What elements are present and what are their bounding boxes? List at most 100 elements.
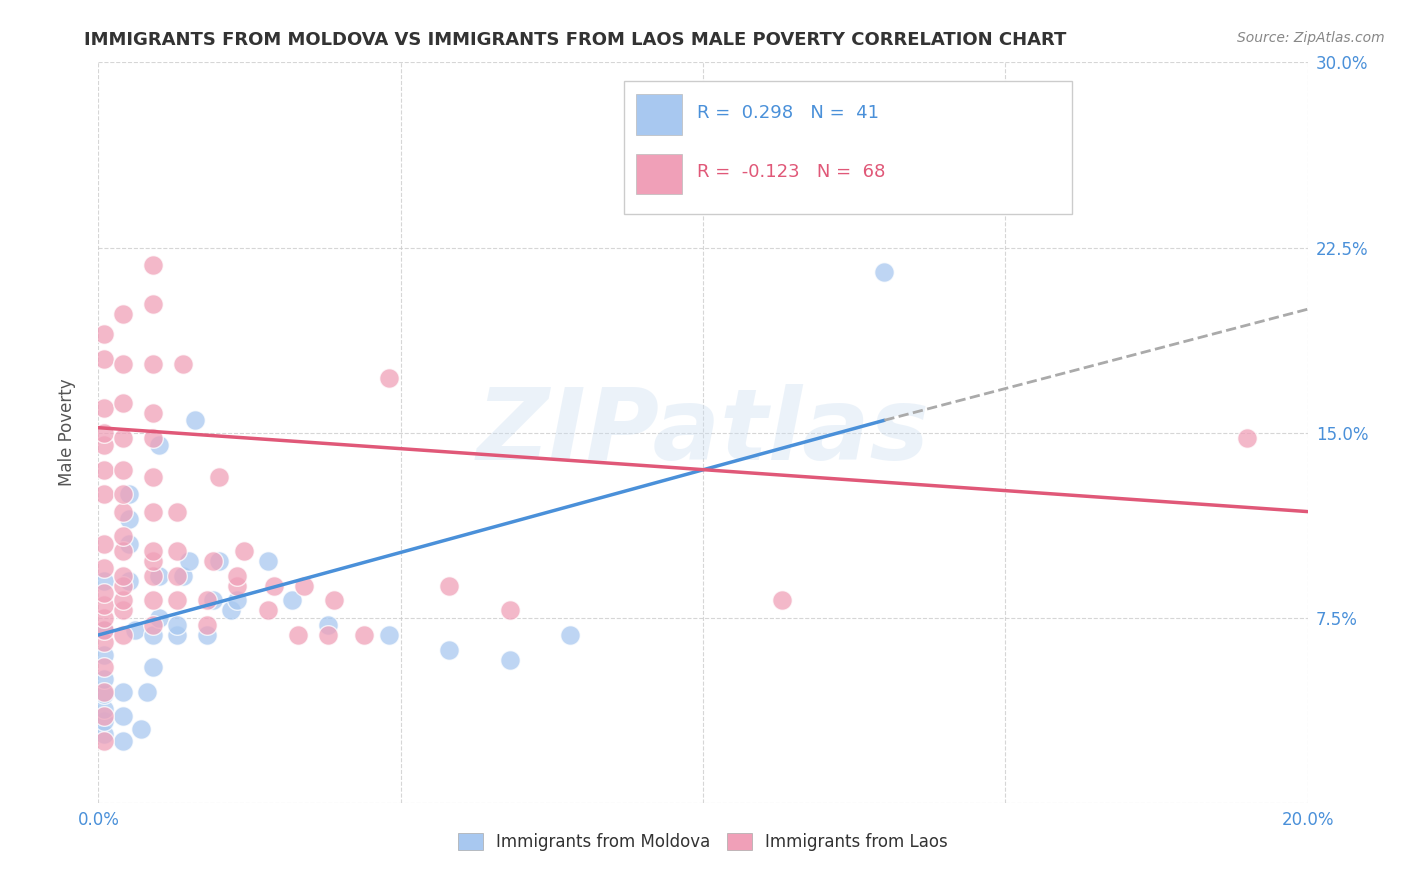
FancyBboxPatch shape (637, 95, 682, 135)
Point (208, 554, 231, 568)
Point (93, 462, 115, 476)
Point (226, 593, 249, 607)
Point (770, 593, 793, 607)
Point (142, 628, 165, 642)
Point (148, 438, 170, 452)
Point (118, 574, 141, 588)
Point (202, 593, 225, 607)
Point (263, 579, 285, 593)
Point (93, 438, 115, 452)
Point (142, 470, 165, 484)
Point (93, 687, 115, 701)
Point (232, 544, 254, 558)
Point (93, 536, 115, 550)
Point (118, 536, 141, 550)
Point (142, 554, 165, 568)
Point (377, 371, 399, 385)
Point (111, 734, 134, 748)
Point (256, 554, 278, 568)
FancyBboxPatch shape (624, 81, 1071, 214)
Point (111, 431, 134, 445)
Point (142, 258, 165, 272)
Point (93, 660, 115, 674)
Point (287, 628, 309, 642)
Text: ZIPatlas: ZIPatlas (477, 384, 929, 481)
Point (93, 734, 115, 748)
Text: Source: ZipAtlas.com: Source: ZipAtlas.com (1237, 31, 1385, 45)
Point (323, 593, 346, 607)
Point (93, 561, 115, 575)
Point (437, 642, 460, 657)
Point (292, 579, 315, 593)
Point (142, 660, 165, 674)
Point (93, 648, 115, 662)
Point (93, 623, 115, 637)
Point (93, 401, 115, 415)
Point (172, 357, 194, 371)
Point (135, 685, 157, 699)
Point (93, 326, 115, 341)
FancyBboxPatch shape (637, 153, 682, 194)
Point (166, 544, 188, 558)
Point (142, 544, 165, 558)
Point (111, 628, 134, 642)
Point (142, 297, 165, 311)
Text: R =  0.298   N =  41: R = 0.298 N = 41 (697, 103, 879, 122)
Point (93, 727, 115, 741)
Point (111, 685, 134, 699)
Point (166, 593, 188, 607)
Legend: Immigrants from Moldova, Immigrants from Laos: Immigrants from Moldova, Immigrants from… (451, 826, 955, 857)
Point (498, 603, 520, 617)
Point (118, 512, 141, 526)
Point (111, 593, 134, 607)
Point (166, 568, 188, 582)
Point (166, 628, 188, 642)
Point (142, 431, 165, 445)
Point (93, 574, 115, 588)
Point (111, 568, 134, 582)
Point (172, 568, 194, 582)
Point (142, 568, 165, 582)
Point (142, 618, 165, 632)
Text: IMMIGRANTS FROM MOLDOVA VS IMMIGRANTS FROM LAOS MALE POVERTY CORRELATION CHART: IMMIGRANTS FROM MOLDOVA VS IMMIGRANTS FR… (84, 31, 1067, 49)
Point (111, 357, 134, 371)
Point (202, 554, 225, 568)
Point (148, 568, 170, 582)
Point (195, 618, 218, 632)
Point (111, 603, 134, 617)
Point (195, 593, 218, 607)
Text: R =  -0.123   N =  68: R = -0.123 N = 68 (697, 163, 886, 181)
Point (226, 579, 249, 593)
Point (558, 628, 581, 642)
Point (195, 628, 218, 642)
Point (93, 351, 115, 366)
Point (498, 653, 520, 667)
Point (316, 618, 339, 632)
Point (873, 265, 896, 279)
Point (142, 505, 165, 519)
Point (111, 487, 134, 501)
Point (179, 554, 201, 568)
Y-axis label: Male Poverty: Male Poverty (58, 379, 76, 486)
Point (353, 628, 375, 642)
Point (111, 529, 134, 543)
Point (93, 599, 115, 613)
Point (111, 709, 134, 723)
Point (142, 357, 165, 371)
Point (129, 722, 152, 736)
Point (111, 462, 134, 476)
Point (111, 544, 134, 558)
Point (93, 673, 115, 687)
Point (111, 307, 134, 321)
Point (184, 413, 207, 427)
Point (221, 603, 243, 617)
Point (118, 487, 141, 501)
Point (166, 505, 188, 519)
Point (1236, 431, 1258, 445)
Point (93, 635, 115, 649)
Point (124, 623, 146, 637)
Point (281, 593, 304, 607)
Point (148, 610, 170, 624)
Point (93, 425, 115, 440)
Point (93, 685, 115, 699)
